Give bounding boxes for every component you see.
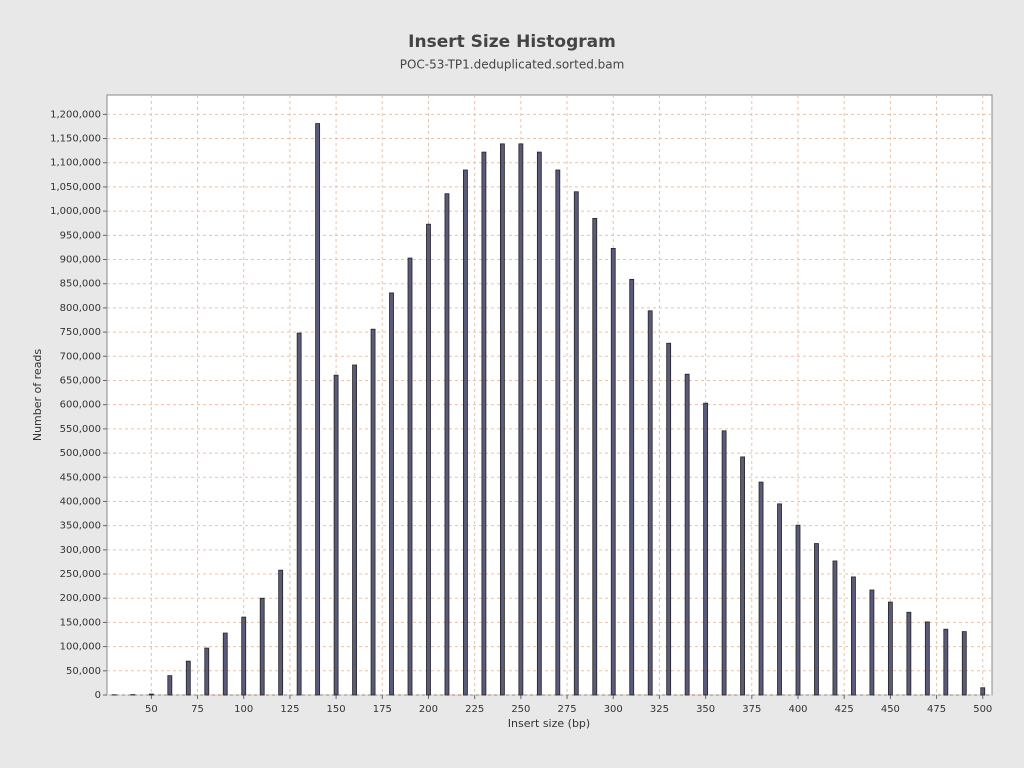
bar bbox=[407, 257, 413, 696]
y-tick-label: 100,000 bbox=[60, 642, 101, 653]
bar bbox=[795, 524, 801, 696]
bar bbox=[481, 151, 487, 696]
chart-subtitle: POC-53-TP1.deduplicated.sorted.bam bbox=[400, 58, 625, 72]
y-tick-label: 50,000 bbox=[66, 666, 101, 677]
bar bbox=[980, 687, 986, 696]
bar bbox=[241, 616, 247, 696]
bar bbox=[906, 611, 912, 696]
bar bbox=[389, 292, 394, 696]
x-tick-label: 175 bbox=[373, 704, 392, 715]
bar bbox=[869, 589, 875, 696]
y-tick-label: 1,050,000 bbox=[50, 182, 101, 193]
y-tick-label: 400,000 bbox=[60, 496, 101, 507]
x-tick-label: 450 bbox=[881, 704, 900, 715]
bar bbox=[167, 675, 173, 696]
y-tick-label: 350,000 bbox=[60, 521, 101, 532]
bar bbox=[887, 601, 893, 696]
x-tick-label: 250 bbox=[511, 704, 530, 715]
bar bbox=[222, 632, 228, 696]
x-tick-label: 350 bbox=[696, 704, 715, 715]
bar bbox=[536, 151, 542, 696]
x-tick-label: 475 bbox=[927, 704, 946, 715]
bar bbox=[463, 169, 468, 696]
x-tick-label: 500 bbox=[973, 704, 992, 715]
bar bbox=[148, 693, 154, 696]
bar bbox=[629, 278, 635, 696]
y-tick-label: 500,000 bbox=[60, 448, 101, 459]
bar bbox=[851, 576, 856, 696]
bar bbox=[814, 543, 819, 696]
bar bbox=[444, 193, 450, 696]
y-tick-label: 850,000 bbox=[60, 279, 101, 290]
x-tick-label: 125 bbox=[280, 704, 299, 715]
plot-area bbox=[106, 94, 993, 696]
y-tick-label: 650,000 bbox=[60, 375, 101, 386]
y-tick-label: 950,000 bbox=[60, 230, 101, 241]
bar bbox=[426, 223, 431, 696]
bar bbox=[924, 621, 930, 696]
y-tick-label: 550,000 bbox=[60, 424, 101, 435]
y-tick-label: 750,000 bbox=[60, 327, 101, 338]
y-tick-label: 450,000 bbox=[60, 472, 101, 483]
bar bbox=[684, 373, 690, 696]
bar bbox=[185, 660, 191, 696]
x-tick-label: 300 bbox=[604, 704, 623, 715]
bar bbox=[832, 560, 838, 696]
x-tick-label: 275 bbox=[558, 704, 577, 715]
bar bbox=[499, 143, 505, 696]
x-tick-label: 425 bbox=[835, 704, 854, 715]
bar bbox=[573, 191, 579, 696]
bar bbox=[204, 647, 210, 696]
x-tick-label: 200 bbox=[419, 704, 438, 715]
y-tick-label: 700,000 bbox=[60, 351, 101, 362]
y-tick-label: 1,200,000 bbox=[50, 109, 101, 120]
x-tick-label: 375 bbox=[742, 704, 761, 715]
bar bbox=[315, 123, 321, 696]
y-tick-label: 200,000 bbox=[60, 593, 101, 604]
bar bbox=[518, 143, 524, 696]
x-tick-label: 50 bbox=[145, 704, 158, 715]
y-tick-label: 900,000 bbox=[60, 255, 101, 266]
x-tick-label: 150 bbox=[327, 704, 346, 715]
y-tick-label: 250,000 bbox=[60, 569, 101, 580]
y-tick-label: 1,000,000 bbox=[50, 206, 101, 217]
y-tick-label: 800,000 bbox=[60, 303, 101, 314]
bar bbox=[961, 631, 967, 696]
x-tick-label: 100 bbox=[234, 704, 253, 715]
bar bbox=[777, 503, 782, 696]
bar bbox=[703, 402, 709, 696]
x-tick-label: 400 bbox=[788, 704, 807, 715]
bar bbox=[296, 332, 302, 696]
bar bbox=[943, 628, 949, 696]
bar bbox=[370, 328, 376, 696]
bar bbox=[352, 364, 357, 696]
bar bbox=[647, 310, 653, 696]
bar bbox=[259, 597, 265, 696]
x-tick-label: 75 bbox=[191, 704, 204, 715]
chart-title: Insert Size Histogram bbox=[408, 32, 616, 52]
bar bbox=[740, 456, 745, 696]
bar bbox=[721, 430, 727, 696]
y-tick-label: 0 bbox=[95, 690, 101, 701]
bar bbox=[333, 374, 339, 696]
bar bbox=[758, 481, 764, 696]
x-axis-label: Insert size (bp) bbox=[508, 717, 590, 730]
bar bbox=[278, 569, 284, 696]
y-tick-label: 1,100,000 bbox=[50, 158, 101, 169]
bar bbox=[610, 247, 616, 696]
y-axis-label: Number of reads bbox=[31, 349, 44, 442]
y-tick-label: 600,000 bbox=[60, 400, 101, 411]
bar bbox=[592, 217, 598, 696]
x-tick-label: 225 bbox=[465, 704, 484, 715]
x-tick-label: 325 bbox=[650, 704, 669, 715]
y-tick-label: 150,000 bbox=[60, 617, 101, 628]
bar bbox=[555, 169, 561, 696]
y-tick-label: 300,000 bbox=[60, 545, 101, 556]
y-tick-label: 1,150,000 bbox=[50, 134, 101, 145]
bar bbox=[666, 342, 672, 696]
